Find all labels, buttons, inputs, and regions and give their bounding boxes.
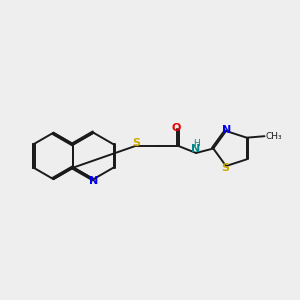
Text: N: N xyxy=(191,143,201,154)
Text: O: O xyxy=(171,123,181,133)
Text: N: N xyxy=(89,176,98,186)
Text: S: S xyxy=(133,138,141,148)
Text: H: H xyxy=(193,139,200,148)
Text: N: N xyxy=(222,124,231,134)
Text: S: S xyxy=(221,164,230,173)
Text: CH₃: CH₃ xyxy=(266,132,282,141)
